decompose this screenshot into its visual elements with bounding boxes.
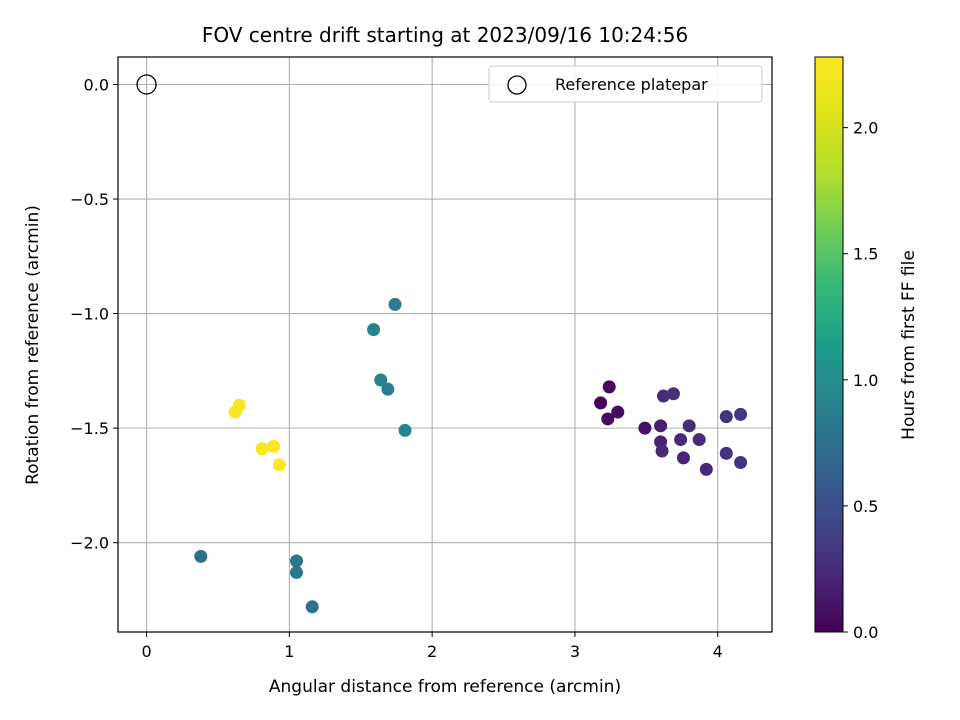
data-point — [601, 412, 615, 426]
x-axis-label: Angular distance from reference (arcmin) — [269, 677, 621, 697]
data-point — [305, 600, 319, 614]
y-axis-label: Rotation from reference (arcmin) — [23, 205, 43, 485]
legend-box — [488, 65, 763, 103]
x-tick-label: 4 — [713, 642, 723, 661]
data-point — [194, 549, 208, 563]
colorbar-ticks: 0.0 0.5 1.0 1.5 2.0 — [843, 119, 878, 642]
y-tick-label: −0.5 — [70, 190, 109, 209]
y-tick-label: 0.0 — [84, 75, 109, 94]
reference-platepar-marker — [136, 74, 157, 95]
y-axis: 0.0 −0.5 −1.0 −1.5 −2.0 — [70, 75, 118, 553]
grid — [118, 57, 772, 632]
legend-entry-reference-platepar: Reference platepar — [555, 75, 708, 94]
data-point — [734, 407, 748, 421]
data-point — [381, 382, 395, 396]
data-point — [719, 446, 733, 460]
chart-title: FOV centre drift starting at 2023/09/16 … — [202, 23, 688, 47]
legend-reference-marker — [507, 75, 527, 95]
data-point — [289, 565, 303, 579]
colorbar-tick-label: 1.0 — [853, 371, 878, 390]
x-tick-label: 2 — [427, 642, 437, 661]
plot-frame — [117, 56, 773, 633]
y-tick-label: −2.0 — [70, 534, 109, 553]
colorbar-tick-label: 1.5 — [853, 245, 878, 264]
colorbar-gradient — [814, 56, 844, 633]
reference-marker-group — [136, 74, 157, 95]
data-point — [594, 396, 608, 410]
data-point — [255, 442, 269, 456]
data-point — [682, 419, 696, 433]
data-point — [388, 297, 402, 311]
colorbar-tick-label: 0.0 — [853, 623, 878, 642]
colorbar-label: Hours from first FF file — [899, 250, 919, 440]
data-point — [692, 433, 706, 447]
colorbar-tick-label: 2.0 — [853, 119, 878, 138]
data-point — [655, 444, 669, 458]
data-point — [611, 405, 625, 419]
data-point — [674, 433, 688, 447]
data-point — [656, 389, 670, 403]
legend: Reference platepar — [488, 65, 763, 103]
colorbar-tick-label: 0.5 — [853, 497, 878, 516]
data-point — [666, 387, 680, 401]
data-point — [676, 451, 690, 465]
data-points — [194, 297, 748, 614]
data-point — [367, 323, 381, 337]
data-point — [734, 455, 748, 469]
data-point — [654, 419, 668, 433]
data-point — [289, 554, 303, 568]
x-tick-label: 1 — [284, 642, 294, 661]
x-tick-label: 3 — [570, 642, 580, 661]
data-point — [267, 439, 281, 453]
data-point — [398, 423, 412, 437]
data-point — [232, 398, 246, 412]
data-point — [699, 462, 713, 476]
data-point — [638, 421, 652, 435]
data-point — [272, 458, 286, 472]
data-point — [719, 410, 733, 424]
colorbar: 0.0 0.5 1.0 1.5 2.0 Hours from first FF file — [814, 56, 919, 642]
y-tick-label: −1.5 — [70, 419, 109, 438]
data-point — [602, 380, 616, 394]
y-tick-label: −1.0 — [70, 305, 109, 324]
x-tick-label: 0 — [141, 642, 151, 661]
data-point — [374, 373, 388, 387]
x-axis: 0 1 2 3 4 — [141, 632, 723, 661]
